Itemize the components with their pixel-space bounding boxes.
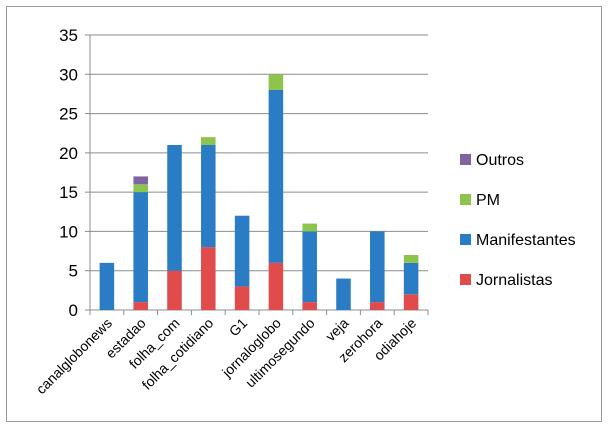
legend: Outros PM Manifestantes Jornalistas: [460, 152, 576, 289]
x-tick-label: G1: [226, 315, 251, 340]
bar-jornalistas-g1: [234, 286, 250, 310]
bar-jornalistas-jornaloglobo: [268, 262, 284, 310]
bar-jornalistas-ultimosegundo: [302, 302, 317, 310]
bar-pm-ultimosegundo: [302, 223, 317, 232]
y-tick-label: 15: [59, 183, 78, 202]
legend-swatch-jornalistas: [460, 274, 471, 285]
y-tick-label: 0: [69, 301, 78, 320]
legend-label-jornalistas: Jornalistas: [476, 272, 552, 289]
bar-manifestantes-canalglobonews: [99, 262, 115, 310]
bar-jornalistas-folha_com: [167, 270, 182, 310]
y-tick-labels: 0 5 10 15 20 25 30 35: [59, 26, 78, 320]
x-tick-label: canalglobonews: [33, 315, 115, 397]
y-tick-label: 10: [59, 222, 78, 241]
bar-manifestantes-folha_com: [167, 145, 182, 271]
legend-swatch-outros: [460, 154, 471, 165]
y-tick-label: 35: [59, 26, 78, 45]
x-tick-labels: canalglobonewsestadaofolha_comfolha_coti…: [33, 315, 420, 397]
bar-manifestantes-folha_cotidiano: [201, 145, 216, 248]
y-tick-label: 30: [59, 65, 78, 84]
bar-jornalistas-zerohora: [370, 302, 385, 310]
bar-manifestantes-veja: [336, 278, 351, 310]
bar-jornalistas-folha_cotidiano: [201, 247, 216, 310]
legend-swatch-manifestantes: [460, 234, 471, 245]
chart-frame: [6, 6, 602, 422]
bar-pm-estadao: [133, 184, 148, 193]
legend-label-outros: Outros: [476, 152, 524, 169]
bars: [99, 74, 419, 310]
bar-manifestantes-estadao: [133, 192, 148, 303]
y-tick-label: 25: [59, 105, 78, 124]
x-tick-label: veja: [322, 315, 352, 345]
bar-manifestantes-zerohora: [370, 231, 385, 303]
bar-pm-odiahoje: [403, 255, 419, 263]
bar-manifestantes-g1: [234, 215, 250, 287]
bar-pm-jornaloglobo: [268, 74, 284, 90]
bar-pm-folha_cotidiano: [201, 137, 216, 145]
bar-jornalistas-odiahoje: [403, 294, 419, 310]
legend-label-pm: PM: [476, 192, 500, 209]
bar-manifestantes-odiahoje: [403, 262, 419, 295]
y-tick-label: 20: [59, 144, 78, 163]
bar-manifestantes-ultimosegundo: [302, 231, 317, 303]
bar-outros-estadao: [133, 176, 148, 185]
legend-swatch-pm: [460, 194, 471, 205]
y-tick-label: 5: [69, 262, 78, 281]
legend-label-manifestantes: Manifestantes: [476, 232, 576, 249]
bar-jornalistas-estadao: [133, 302, 148, 310]
bar-manifestantes-jornaloglobo: [268, 90, 284, 263]
